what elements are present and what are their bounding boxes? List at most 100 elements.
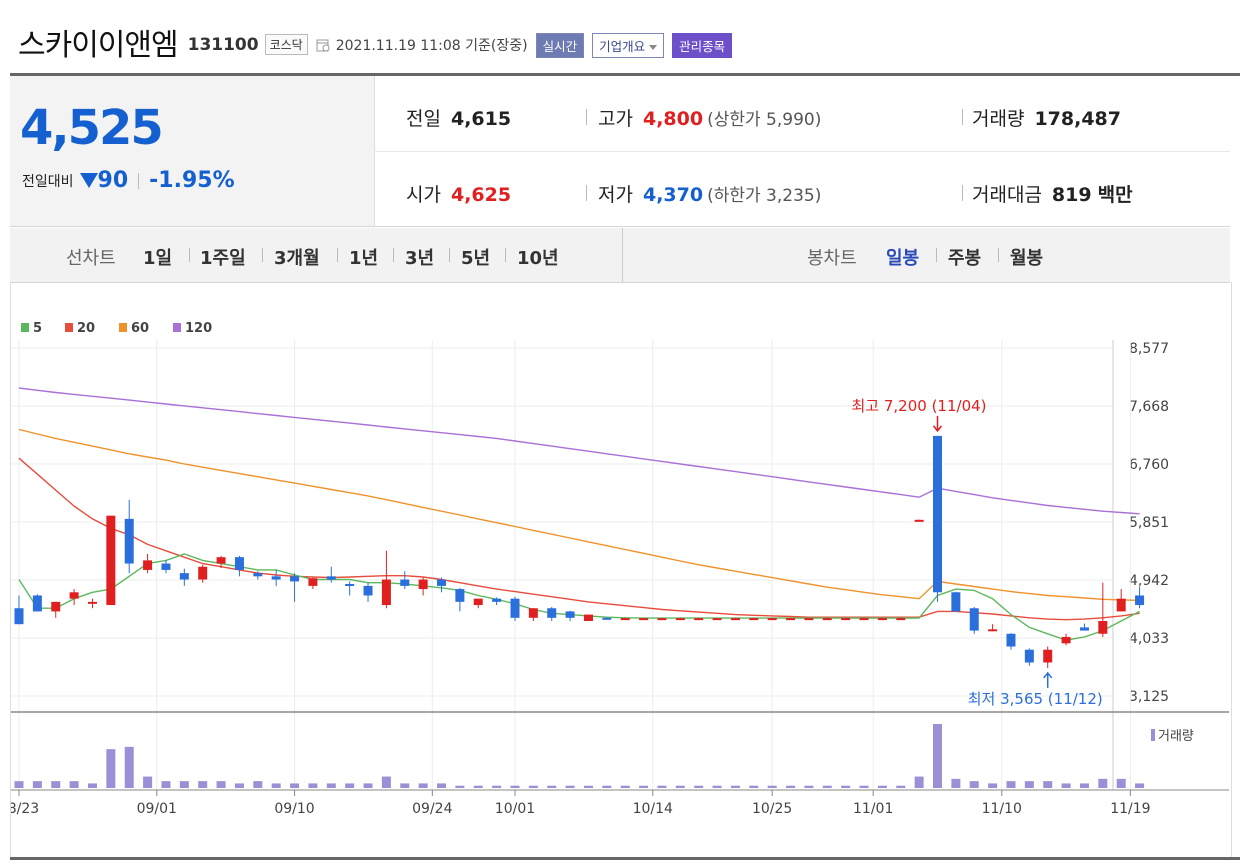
candle xyxy=(1135,595,1145,606)
volume-bar xyxy=(216,781,226,788)
ma5-line xyxy=(18,553,1140,641)
legend-label: 120 xyxy=(185,321,212,336)
amount-label: 거래대금 xyxy=(972,184,1042,206)
volume-bar xyxy=(583,785,593,788)
candle xyxy=(804,618,814,621)
candle xyxy=(216,557,226,564)
x-tick-label: 11/19 xyxy=(1110,801,1150,817)
tab-3y[interactable]: 3년 xyxy=(405,248,435,269)
volume-bar xyxy=(1135,783,1145,788)
candle xyxy=(602,617,612,620)
max-annotation: 최고 7,200 (11/04) xyxy=(852,397,987,415)
legend-label: 60 xyxy=(131,321,149,336)
y-tick-label: 7,668 xyxy=(1129,399,1169,415)
y-tick-label: 3,125 xyxy=(1129,689,1169,705)
tab-daily[interactable]: 일봉 xyxy=(886,248,920,269)
volume-bar xyxy=(675,785,685,788)
volume-bar xyxy=(69,781,79,788)
candle xyxy=(786,618,796,621)
volume-bar xyxy=(326,783,336,788)
down-triangle-icon xyxy=(79,173,98,188)
candle xyxy=(32,595,42,612)
candle xyxy=(730,618,740,621)
calendar-icon xyxy=(316,39,330,52)
tab-1d[interactable]: 1일 xyxy=(143,248,173,269)
company-info-button[interactable]: 기업개요 xyxy=(592,32,665,58)
candle xyxy=(822,618,832,621)
candle xyxy=(1098,621,1108,634)
volume-bar xyxy=(694,785,704,788)
candle xyxy=(694,618,704,621)
volume-bar xyxy=(14,781,24,788)
min-annotation: 최저 3,565 (11/12) xyxy=(968,690,1103,708)
candle xyxy=(234,557,244,570)
low-value: 4,370 xyxy=(642,184,704,206)
candle xyxy=(639,618,649,621)
candle xyxy=(198,566,208,580)
volume-bar xyxy=(896,785,906,788)
candle xyxy=(69,592,79,599)
prev-close-label: 전일 xyxy=(406,108,441,130)
volume-bar xyxy=(143,776,153,788)
tab-5y[interactable]: 5년 xyxy=(461,248,491,269)
candle xyxy=(1079,627,1089,631)
tab-monthly[interactable]: 월봉 xyxy=(1010,248,1044,269)
company-info-label: 기업개요 xyxy=(599,38,646,54)
volume-bar xyxy=(345,783,355,788)
tab-1y[interactable]: 1년 xyxy=(349,248,379,269)
volume-bar xyxy=(437,783,447,788)
candle xyxy=(308,578,318,586)
candle xyxy=(345,583,355,586)
tab-3m[interactable]: 3개월 xyxy=(274,248,320,269)
candle xyxy=(877,618,887,621)
change-row: 전일대비 90 -1.95% xyxy=(22,168,235,193)
realtime-button[interactable]: 실시간 xyxy=(535,32,585,58)
tab-1w[interactable]: 1주일 xyxy=(200,248,246,269)
volume-bar xyxy=(1024,781,1034,788)
amount-value: 819 xyxy=(1051,184,1092,206)
volume-bar xyxy=(455,785,465,788)
tab-weekly[interactable]: 주봉 xyxy=(948,248,982,269)
change-label: 전일대비 xyxy=(22,173,74,190)
volume-bar xyxy=(400,783,410,788)
divider xyxy=(586,185,587,201)
volume-bar xyxy=(712,785,722,788)
candle xyxy=(143,560,153,570)
tab-10y[interactable]: 10년 xyxy=(517,248,559,269)
volume-bar xyxy=(1098,778,1108,788)
volume-bar xyxy=(822,785,832,788)
lower-limit: (하한가 3,235) xyxy=(707,186,822,206)
volume-bar xyxy=(179,781,189,788)
candle xyxy=(933,435,942,593)
current-price-box: 4,525 전일대비 90 -1.95% xyxy=(10,76,375,226)
candle xyxy=(841,618,851,621)
up-arrow-icon xyxy=(1043,671,1053,688)
candle xyxy=(14,608,24,625)
volume-bar xyxy=(87,783,97,788)
volume-bar xyxy=(473,785,483,788)
candle xyxy=(657,618,667,621)
candle xyxy=(492,598,502,602)
candle xyxy=(749,618,759,621)
current-price: 4,525 xyxy=(20,100,164,156)
volume-bar xyxy=(1061,783,1071,788)
candle xyxy=(896,618,906,621)
managed-stock-badge[interactable]: 관리종목 xyxy=(672,32,733,58)
ma20-line xyxy=(18,457,1140,621)
divider xyxy=(449,248,450,262)
candle xyxy=(528,608,538,618)
candle xyxy=(106,515,116,606)
volume-bar xyxy=(859,785,869,788)
chart-tabs: 선차트 1일 1주일 3개월 1년 3년 5년 10년 봉차트 일봉 주봉 월봉 xyxy=(10,228,1230,283)
volume-bar xyxy=(1043,781,1053,788)
timestamp: 2021.11.19 11:08 기준(장중) xyxy=(335,38,528,54)
candle xyxy=(179,573,189,580)
x-tick-label: 09/10 xyxy=(274,801,314,817)
trade-amount: 거래대금 819 백만 xyxy=(972,180,1133,207)
divider xyxy=(393,248,394,262)
divider xyxy=(962,185,963,201)
candle xyxy=(620,618,630,621)
candle xyxy=(87,601,97,604)
candle xyxy=(1043,649,1053,663)
amount-unit: 백만 xyxy=(1097,184,1133,206)
